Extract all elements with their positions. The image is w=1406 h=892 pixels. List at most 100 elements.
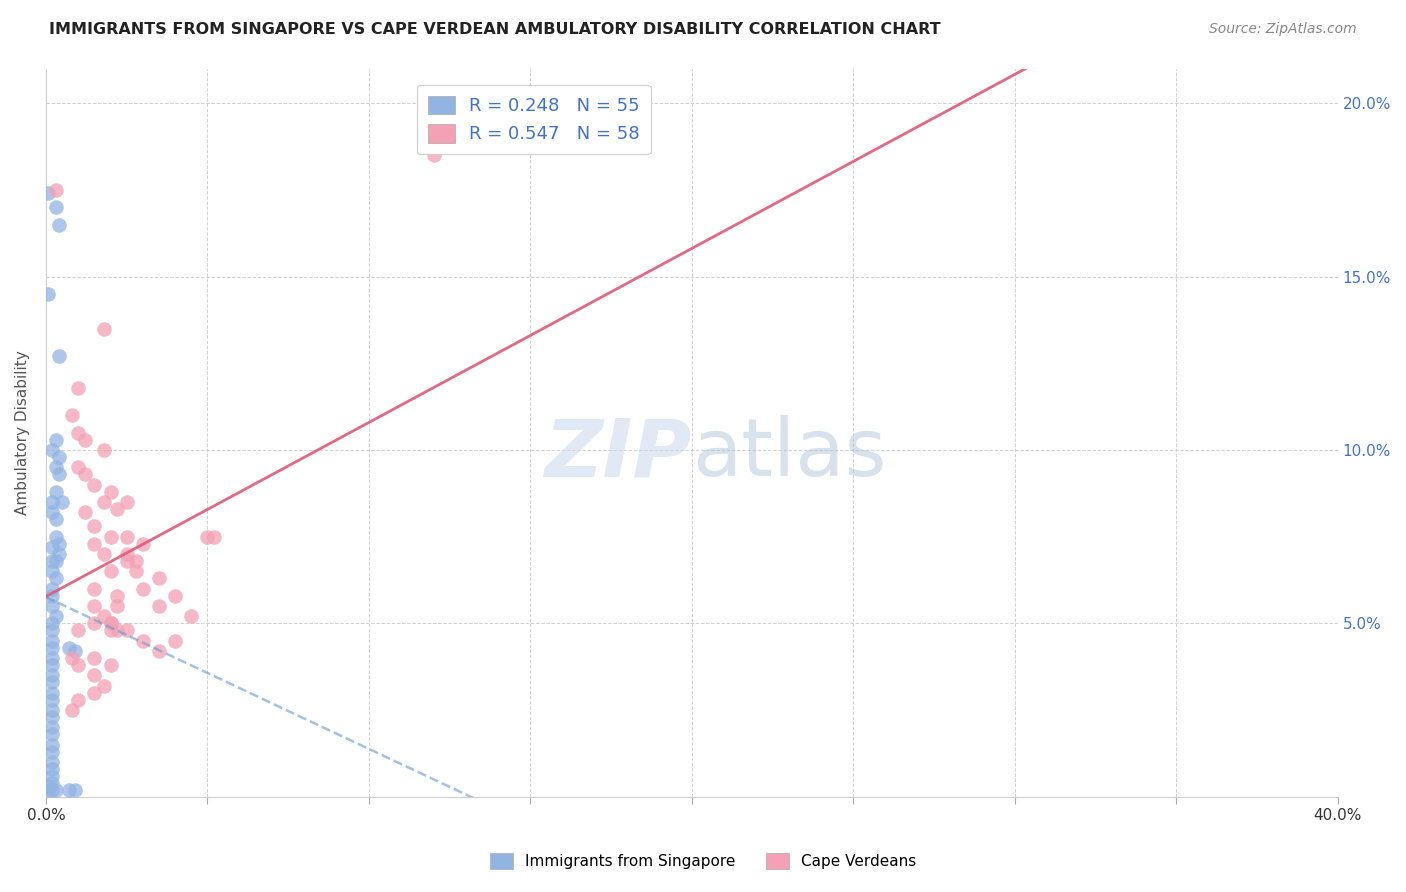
Text: atlas: atlas — [692, 416, 886, 493]
Point — [148, 599, 170, 613]
Point — [83, 599, 105, 613]
Point — [132, 536, 155, 550]
Point — [41, 703, 63, 717]
Point — [45, 530, 67, 544]
Point — [93, 495, 115, 509]
Point — [67, 380, 90, 394]
Point — [45, 512, 67, 526]
Point — [41, 657, 63, 672]
Point — [63, 782, 86, 797]
Point — [67, 624, 90, 638]
Text: IMMIGRANTS FROM SINGAPORE VS CAPE VERDEAN AMBULATORY DISABILITY CORRELATION CHAR: IMMIGRANTS FROM SINGAPORE VS CAPE VERDEA… — [49, 22, 941, 37]
Point — [41, 540, 63, 554]
Point — [41, 710, 63, 724]
Point — [41, 616, 63, 631]
Point — [41, 599, 63, 613]
Point — [45, 433, 67, 447]
Point — [41, 782, 63, 797]
Point — [100, 564, 122, 578]
Point — [100, 616, 122, 631]
Point — [125, 554, 148, 568]
Point — [180, 609, 202, 624]
Point — [67, 657, 90, 672]
Point — [41, 554, 63, 568]
Point — [100, 624, 122, 638]
Point — [83, 519, 105, 533]
Point — [125, 564, 148, 578]
Point — [148, 571, 170, 585]
Point — [83, 477, 105, 491]
Point — [93, 442, 115, 457]
Point — [105, 501, 128, 516]
Point — [41, 762, 63, 776]
Point — [132, 633, 155, 648]
Point — [45, 460, 67, 475]
Point — [48, 536, 70, 550]
Point — [100, 484, 122, 499]
Point — [73, 433, 96, 447]
Point — [45, 782, 67, 797]
Point — [115, 547, 138, 561]
Point — [41, 738, 63, 752]
Point — [93, 679, 115, 693]
Point — [41, 675, 63, 690]
Point — [45, 571, 67, 585]
Point — [67, 425, 90, 440]
Point — [48, 547, 70, 561]
Point — [422, 148, 444, 162]
Point — [41, 686, 63, 700]
Point — [148, 644, 170, 658]
Point — [48, 349, 70, 363]
Point — [41, 692, 63, 706]
Point — [105, 599, 128, 613]
Point — [73, 505, 96, 519]
Point — [83, 668, 105, 682]
Point — [105, 624, 128, 638]
Point — [51, 495, 73, 509]
Point — [41, 776, 63, 790]
Point — [73, 467, 96, 482]
Point — [115, 624, 138, 638]
Point — [60, 409, 83, 423]
Point — [93, 321, 115, 335]
Point — [100, 657, 122, 672]
Point — [48, 218, 70, 232]
Text: Source: ZipAtlas.com: Source: ZipAtlas.com — [1209, 22, 1357, 37]
Point — [41, 745, 63, 759]
Point — [93, 609, 115, 624]
Point — [105, 589, 128, 603]
Point — [41, 442, 63, 457]
Y-axis label: Ambulatory Disability: Ambulatory Disability — [15, 351, 30, 515]
Point — [41, 589, 63, 603]
Point — [93, 547, 115, 561]
Point — [202, 530, 225, 544]
Point — [197, 530, 219, 544]
Point — [100, 530, 122, 544]
Point — [37, 286, 59, 301]
Point — [60, 651, 83, 665]
Text: ZIP: ZIP — [544, 416, 692, 493]
Point — [67, 692, 90, 706]
Point — [115, 554, 138, 568]
Point — [41, 505, 63, 519]
Point — [63, 644, 86, 658]
Point — [37, 779, 59, 793]
Point — [37, 782, 59, 797]
Point — [165, 589, 187, 603]
Point — [41, 651, 63, 665]
Point — [41, 727, 63, 741]
Point — [41, 755, 63, 769]
Point — [45, 183, 67, 197]
Point — [132, 582, 155, 596]
Point — [100, 616, 122, 631]
Point — [165, 633, 187, 648]
Point — [41, 633, 63, 648]
Point — [41, 564, 63, 578]
Point — [41, 582, 63, 596]
Point — [83, 536, 105, 550]
Point — [41, 624, 63, 638]
Point — [115, 530, 138, 544]
Point — [45, 554, 67, 568]
Point — [83, 616, 105, 631]
Point — [67, 460, 90, 475]
